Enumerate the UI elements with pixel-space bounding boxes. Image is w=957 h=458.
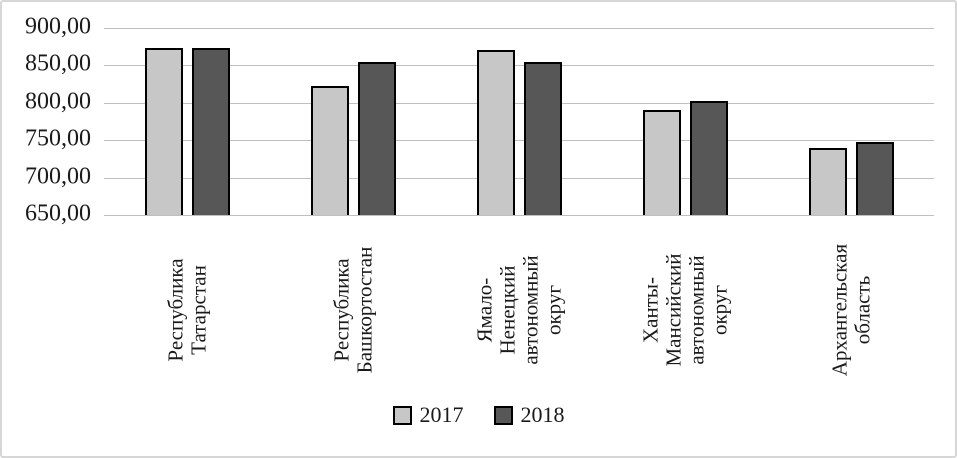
- legend-swatch-icon: [392, 405, 412, 425]
- legend: 2017 2018: [2, 402, 955, 428]
- y-axis-tick-label: 800,00: [25, 88, 91, 115]
- bar-2018-group1: [191, 48, 230, 215]
- y-axis-tick-label: 750,00: [25, 125, 91, 152]
- x-axis-category-label: Республика Башкортостан: [329, 246, 376, 374]
- bar-2018-group5: [855, 141, 894, 215]
- gridline: [104, 140, 934, 142]
- x-axis-category-label: Ханты- Мансийский автономный округ: [638, 253, 731, 367]
- bar-2018-group3: [523, 61, 562, 215]
- legend-swatch-icon: [493, 405, 513, 425]
- legend-item-2017: 2017: [392, 402, 464, 428]
- bar-2018-group4: [689, 101, 728, 215]
- gridline: [104, 28, 934, 29]
- bar-2017-group3: [476, 50, 515, 215]
- bar-2017-group1: [144, 48, 183, 215]
- gridline: [104, 215, 934, 216]
- y-axis-tick-label: 850,00: [25, 50, 91, 77]
- bar-2017-group5: [808, 148, 847, 215]
- y-axis-tick-label: 700,00: [25, 163, 91, 190]
- bar-2018-group2: [357, 61, 396, 215]
- gridline: [104, 65, 934, 67]
- y-axis-tick-label: 900,00: [25, 13, 91, 40]
- x-axis-category-label: Архангельская область: [827, 243, 874, 377]
- bar-2017-group4: [642, 110, 681, 215]
- legend-label: 2017: [419, 402, 464, 427]
- legend-item-2018: 2018: [493, 402, 565, 428]
- plot-area: [104, 28, 934, 216]
- x-axis-category-label: Ямало- Ненецкий автономный округ: [472, 255, 565, 365]
- bar-2017-group2: [310, 86, 349, 215]
- gridline: [104, 177, 934, 179]
- y-axis-tick-label: 650,00: [25, 200, 91, 227]
- gridline: [104, 102, 934, 104]
- legend-label: 2018: [520, 402, 565, 427]
- y-axis-labels: 900,00 850,00 800,00 750,00 700,00 650,00: [2, 13, 97, 226]
- x-axis-category-label: Республика Татарстан: [163, 258, 210, 362]
